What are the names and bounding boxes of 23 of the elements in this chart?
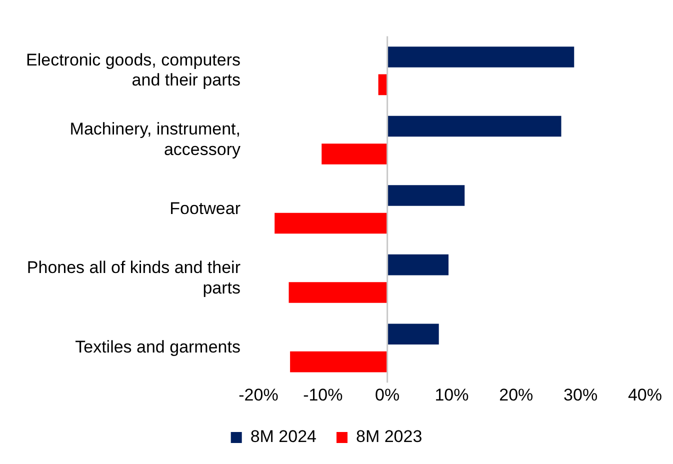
x-tick-label: 0% <box>375 385 400 404</box>
bar <box>274 212 388 234</box>
x-tick-label: 40% <box>628 385 662 404</box>
bar <box>387 254 449 276</box>
legend-label: 8M 2024 <box>250 427 317 446</box>
bar <box>290 351 388 372</box>
y-tick-label: Phones all of kinds and their parts <box>26 258 241 298</box>
y-tick-label: Footwear <box>170 199 241 218</box>
legend-label: 8M 2023 <box>356 427 422 446</box>
x-tick-label: -10% <box>303 385 343 404</box>
x-tick-label: 30% <box>564 385 598 404</box>
x-tick-label: -20% <box>238 385 278 404</box>
bar <box>387 46 574 68</box>
bar <box>387 324 439 344</box>
bar <box>387 185 465 206</box>
bar <box>322 144 388 164</box>
y-tick-label: Machinery, instrument, accessory <box>70 120 241 160</box>
y-tick-label: Textiles and garments <box>75 338 240 357</box>
y-tick-label: Electronic goods, computers and their parts <box>26 50 240 90</box>
bar <box>288 282 388 303</box>
x-tick-label: 20% <box>499 385 534 404</box>
bar <box>387 116 562 137</box>
x-tick-label: 10% <box>434 385 469 404</box>
